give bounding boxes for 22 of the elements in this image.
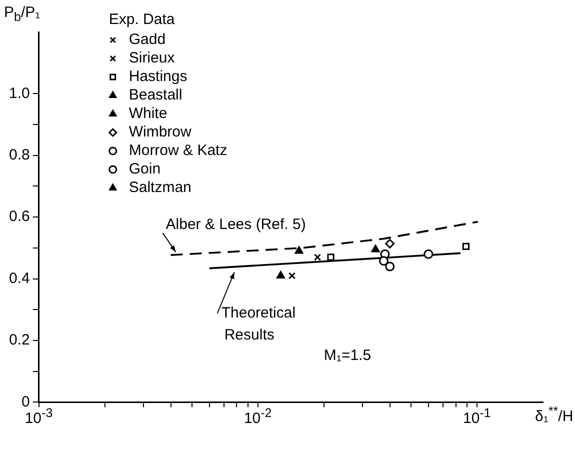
x-tick-label: 10$^{-1}$: [463, 406, 491, 428]
y-tick-label: 0.6: [8, 208, 30, 226]
text: Theoretical Results: [221, 304, 296, 344]
y-axis-title: P$_{b}$/P₁: [4, 4, 40, 24]
legend-label: White: [128, 105, 168, 122]
legend-title: Exp. Data: [108, 11, 176, 28]
y-tick-label: 0.2: [8, 332, 30, 349]
y-tick-label: 0.8: [8, 146, 30, 164]
x-tick-label: 10$^{-2}$: [244, 406, 272, 428]
legend-label: Goin: [128, 160, 161, 178]
legend-label: Saltzman: [128, 179, 192, 196]
y-tick-label: 0.4: [8, 270, 30, 287]
legend-label: Gadd: [128, 31, 166, 48]
legend-label: Hastings: [128, 68, 188, 86]
series-label: Alber & Lees (Ref. 5): [166, 216, 306, 234]
x-axis-title: δ₁$^{**}$/H: [535, 404, 574, 426]
y-tick-label: 1.0: [8, 84, 30, 102]
legend-label: Beastall: [128, 86, 182, 104]
legend-label: Sirieux: [128, 50, 176, 67]
annotation: M₁=1.5: [324, 347, 372, 364]
legend-label: Morrow & Katz: [128, 142, 228, 160]
legend-label: Wimbrow: [128, 124, 192, 141]
